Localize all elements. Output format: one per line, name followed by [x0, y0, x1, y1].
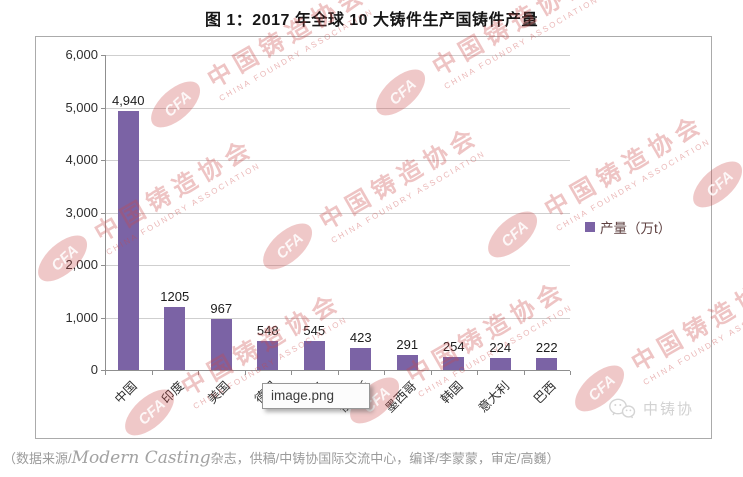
wechat-watermark-label: 中铸协 — [643, 401, 695, 418]
y-axis-tick — [101, 160, 105, 161]
x-axis-label-text: 意大利 — [475, 378, 512, 416]
bar-value-label: 1205 — [160, 288, 190, 304]
bar-value-label: 545 — [303, 323, 326, 339]
bar-value-label: 548 — [256, 323, 279, 339]
caption-source-name: Modern Casting — [71, 448, 211, 468]
wechat-watermark: 中铸协 — [607, 397, 694, 420]
bar — [443, 356, 465, 370]
y-axis-tick-label: 1,000 — [65, 309, 98, 325]
bar-value-label: 967 — [210, 301, 233, 317]
gridline — [106, 55, 570, 56]
y-axis-tick — [101, 370, 105, 371]
x-axis-tick — [430, 371, 432, 375]
bar-value-label: 4,940 — [111, 92, 145, 108]
legend-label: 产量（万t） — [600, 221, 672, 236]
legend: 产量（万t） — [585, 217, 671, 237]
x-axis-label-text: 印度 — [158, 378, 187, 407]
bar — [303, 341, 325, 370]
gridline — [106, 265, 570, 266]
bar — [396, 354, 418, 370]
bar — [350, 347, 372, 370]
y-axis-tick — [101, 212, 105, 214]
y-axis-tick-label: 5,000 — [65, 99, 98, 115]
x-axis-label-text: 巴西 — [530, 378, 559, 407]
bar — [536, 358, 558, 370]
y-axis-tick-label: 2,000 — [65, 257, 98, 272]
bar — [489, 358, 511, 370]
y-axis-tick-label: 3,000 — [65, 204, 98, 220]
source-caption: （数据来源/Modern Casting杂志，供稿/中铸协国际交流中心，编译/李… — [3, 448, 743, 468]
legend-swatch-icon — [585, 222, 595, 232]
gridline — [106, 107, 570, 109]
chart-title: 图 1：2017 年全球 10 大铸件生产国铸件产量 — [204, 12, 539, 29]
gridline — [106, 317, 570, 319]
y-axis-tick-label: 0 — [90, 362, 98, 377]
image-filename-tooltip: image.png — [262, 383, 370, 409]
x-axis-label-text: 美国 — [205, 378, 233, 407]
bar-value-label: 291 — [396, 336, 419, 352]
wechat-icon — [609, 398, 636, 419]
x-axis-label-text: 中国 — [112, 378, 140, 407]
y-axis-tick-label: 4,000 — [65, 152, 98, 167]
x-axis-tick — [570, 371, 571, 375]
x-axis-tick — [384, 371, 385, 375]
x-axis-tick — [337, 371, 339, 375]
x-axis-tick — [198, 371, 199, 375]
bar-value-label: 222 — [535, 340, 558, 356]
y-axis-tick — [101, 107, 105, 109]
y-axis-tick-label: 6,000 — [65, 47, 98, 62]
gridline — [106, 212, 570, 214]
bar — [164, 306, 186, 370]
caption-suffix: 杂志，供稿/中铸协国际交流中心，编译/李蒙蒙，审定/高巍） — [210, 451, 560, 466]
x-axis-tick — [477, 371, 478, 375]
x-axis-line — [105, 370, 570, 371]
bar-value-label: 423 — [349, 329, 372, 345]
x-axis-tick — [523, 371, 525, 375]
bar — [257, 341, 279, 370]
chart-frame — [35, 36, 712, 439]
gridline — [106, 160, 570, 161]
y-axis-line — [105, 55, 106, 371]
y-axis-tick — [101, 317, 105, 319]
y-axis-tick — [101, 265, 105, 266]
x-axis-label-text: 韩国 — [437, 378, 466, 407]
x-axis-tick — [291, 371, 292, 375]
x-axis-tick — [105, 371, 106, 375]
y-axis-tick — [101, 55, 105, 56]
x-axis-tick — [151, 371, 153, 375]
caption-prefix: （数据来源/ — [3, 451, 72, 466]
bar-value-label: 254 — [442, 338, 465, 354]
x-axis-label-text: 墨西哥 — [382, 378, 419, 416]
bar-value-label: 224 — [489, 340, 512, 356]
x-axis-tick — [244, 371, 246, 375]
bar — [117, 110, 139, 370]
bar — [210, 319, 232, 370]
